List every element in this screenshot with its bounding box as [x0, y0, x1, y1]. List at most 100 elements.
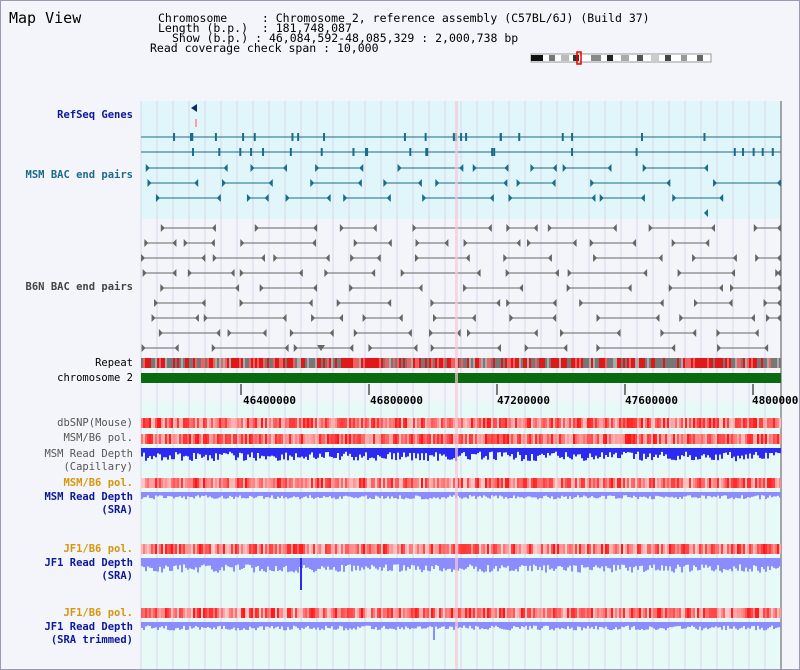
ideogram-position-marker	[576, 51, 582, 65]
heatmap-cell	[279, 478, 281, 488]
heatmap-cell	[341, 608, 343, 618]
depth-bar	[355, 558, 357, 571]
heatmap-cell	[611, 608, 613, 618]
heatmap-cell	[655, 478, 657, 488]
depth-bar	[593, 448, 595, 460]
depth-bar	[487, 622, 489, 630]
heatmap-cell	[423, 478, 425, 488]
heatmap-cell	[159, 418, 161, 428]
heatmap-cell	[633, 544, 635, 554]
heatmap-cell	[415, 478, 417, 488]
track-label-msm-bac[interactable]: MSM BAC end pairs	[25, 169, 133, 181]
heatmap-cell	[221, 434, 223, 444]
depth-bar	[153, 448, 155, 456]
depth-bar	[687, 448, 689, 457]
depth-bar	[653, 448, 655, 458]
repeat-segment	[205, 358, 207, 368]
heatmap-cell	[205, 434, 207, 444]
heatmap-cell	[259, 418, 261, 428]
track-label-refseq[interactable]: RefSeq Genes	[57, 109, 133, 121]
heatmap-cell	[231, 608, 233, 618]
bac-end-marker	[223, 164, 228, 172]
heatmap-cell	[385, 544, 387, 554]
heatmap-cell	[239, 544, 241, 554]
chromosome-ideogram[interactable]	[530, 51, 712, 65]
bac-end-marker	[349, 284, 354, 292]
depth-bar	[291, 558, 293, 572]
heatmap-cell	[779, 434, 781, 444]
depth-bar	[199, 492, 201, 498]
depth-bar	[175, 622, 177, 629]
depth-bar	[635, 558, 637, 566]
depth-bar	[361, 558, 363, 568]
heatmap-cell	[551, 418, 553, 428]
depth-bar	[419, 558, 421, 570]
heatmap-cell	[427, 544, 429, 554]
depth-bar	[497, 492, 499, 499]
repeat-segment	[371, 358, 373, 368]
heatmap-cell	[461, 434, 463, 444]
depth-bar	[763, 492, 765, 496]
depth-bar	[161, 448, 163, 461]
heatmap-cell	[493, 434, 495, 444]
heatmap-cell	[547, 544, 549, 554]
heatmap-cell	[451, 434, 453, 444]
heatmap-cell	[501, 544, 503, 554]
msm-bac-features[interactable]	[141, 133, 781, 217]
bac-end-marker	[203, 314, 208, 322]
depth-bar	[145, 492, 147, 498]
heatmap-cell	[771, 608, 773, 618]
depth-bar	[549, 622, 551, 630]
heatmap-cell	[211, 434, 213, 444]
depth-bar	[235, 622, 237, 631]
heatmap-cell	[425, 434, 427, 444]
depth-bar	[543, 558, 545, 566]
heatmap-cell	[671, 544, 673, 554]
repeat-segment	[393, 358, 395, 368]
heatmap-cell	[743, 418, 745, 428]
heatmap-cell	[297, 434, 299, 444]
heatmap-cell	[199, 544, 201, 554]
depth-bar	[687, 622, 689, 627]
depth-bar	[157, 448, 159, 454]
b6n-bac-features[interactable]	[141, 224, 781, 352]
track-label-b6n-bac[interactable]: B6N BAC end pairs	[25, 281, 133, 293]
refseq-gene-features[interactable]	[191, 104, 197, 127]
heatmap-cell	[551, 608, 553, 618]
repeat-segment	[239, 358, 241, 368]
repeat-segment	[345, 358, 347, 368]
depth-bar	[311, 622, 313, 629]
depth-bar	[197, 448, 199, 454]
depth-bar	[527, 492, 529, 497]
depth-bar	[165, 558, 167, 566]
depth-bar	[611, 558, 613, 573]
repeat-segment	[231, 358, 233, 368]
heatmap-cell	[187, 608, 189, 618]
depth-bar	[515, 492, 517, 499]
repeat-segment	[645, 358, 647, 368]
heatmap-cell	[351, 418, 353, 428]
heatmap-cell	[229, 608, 231, 618]
heatmap-cell	[707, 434, 709, 444]
heatmap-cell	[671, 418, 673, 428]
heatmap-cell	[547, 434, 549, 444]
heatmap-cell	[551, 544, 553, 554]
heatmap-cell	[175, 434, 177, 444]
heatmap-cell	[397, 418, 399, 428]
depth-bar	[665, 622, 667, 631]
depth-bar	[311, 558, 313, 571]
depth-bar	[761, 558, 763, 567]
depth-bar	[755, 558, 757, 567]
depth-bar	[655, 558, 657, 571]
repeat-segment	[489, 358, 491, 368]
heatmap-cell	[273, 434, 275, 444]
heatmap-cell	[761, 544, 763, 554]
heatmap-cell	[611, 434, 613, 444]
depth-bar	[393, 558, 395, 565]
heatmap-cell	[753, 418, 755, 428]
heatmap-cell	[323, 434, 325, 444]
heatmap-cell	[377, 608, 379, 618]
heatmap-cell	[361, 608, 363, 618]
depth-bar	[463, 622, 465, 626]
depth-bar	[537, 492, 539, 500]
